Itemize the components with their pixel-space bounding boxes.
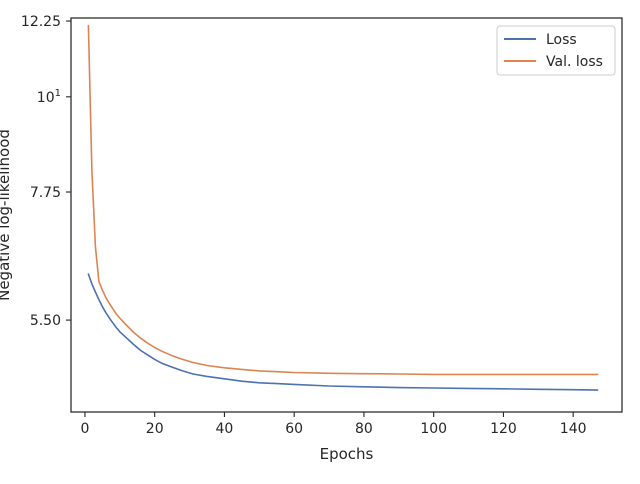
x-tick-label: 60	[285, 421, 303, 437]
y-axis-label: Negative log-likelihood	[0, 129, 13, 301]
plot-frame	[70, 17, 623, 413]
series-layer	[87, 24, 599, 391]
y-axis: 12.25 101 7.75 5.50	[21, 14, 71, 329]
x-tick-label: 0	[80, 421, 89, 437]
x-axis: 0 20 40 60 80 100 120 140	[80, 412, 587, 437]
x-axis-label: Epochs	[320, 445, 374, 463]
x-tick-label: 120	[490, 421, 517, 437]
legend-label-loss: Loss	[546, 32, 577, 48]
series-line-0	[87, 273, 599, 391]
x-tick-label: 20	[146, 421, 164, 437]
plot-area	[71, 18, 622, 412]
x-tick-label: 80	[355, 421, 373, 437]
x-tick-label: 100	[420, 421, 447, 437]
y-tick-label: 12.25	[21, 14, 61, 30]
series-line-1	[87, 24, 599, 376]
y-tick-label: 7.75	[30, 185, 61, 201]
legend: Loss Val. loss	[496, 25, 616, 76]
y-tick-label: 5.50	[30, 313, 61, 329]
x-tick-label: 140	[560, 421, 587, 437]
x-tick-label: 40	[216, 421, 234, 437]
y-tick-label: 101	[37, 88, 61, 106]
legend-label-val-loss: Val. loss	[546, 54, 603, 70]
